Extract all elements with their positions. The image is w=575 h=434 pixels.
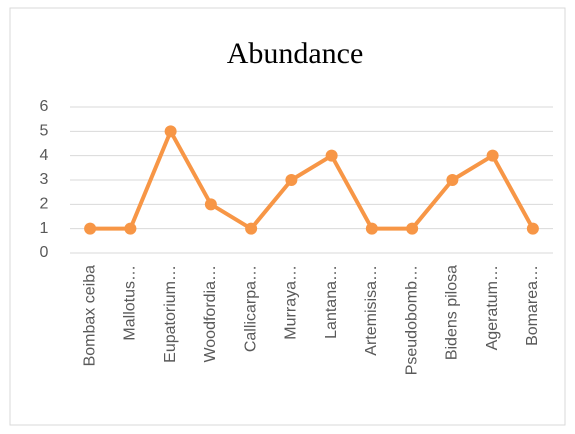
x-tick-label: Pseudobomb… xyxy=(403,265,420,375)
x-tick-label: Artemisisa… xyxy=(363,265,380,356)
marker xyxy=(526,222,539,235)
x-tick-label: Lantana… xyxy=(323,265,340,339)
marker xyxy=(124,222,137,235)
x-tick-label: Bidens pilosa xyxy=(444,265,461,360)
marker xyxy=(204,198,217,211)
y-tick-label: 4 xyxy=(40,147,49,164)
y-tick-label: 0 xyxy=(40,244,49,261)
y-tick-label: 2 xyxy=(40,196,49,213)
marker xyxy=(365,222,378,235)
y-tick-label: 6 xyxy=(40,98,49,115)
marker xyxy=(486,149,499,162)
marker xyxy=(325,149,338,162)
y-tick-label: 5 xyxy=(40,123,49,140)
marker xyxy=(164,125,177,138)
y-tick-label: 3 xyxy=(40,171,49,188)
line-series xyxy=(90,129,535,231)
x-tick-label: Eupatorium… xyxy=(162,265,179,363)
y-tick-label: 1 xyxy=(40,220,49,237)
x-tick-label: Woodfordia… xyxy=(202,265,219,363)
marker xyxy=(406,222,419,235)
marker xyxy=(446,174,459,186)
x-tick-label: Bomarea… xyxy=(524,265,541,346)
x-tick-label: Murraya… xyxy=(283,265,300,340)
marker xyxy=(245,222,258,235)
x-tick-label: Ageratum… xyxy=(484,265,501,350)
marker xyxy=(285,174,298,186)
chart-title: Abundance xyxy=(227,37,364,70)
chart-border xyxy=(9,7,566,426)
x-tick-label: Mallotus… xyxy=(122,265,139,341)
marker xyxy=(84,222,97,235)
x-tick-label: Callicarpa… xyxy=(242,265,259,352)
x-tick-label: Bombax ceiba xyxy=(81,265,98,366)
